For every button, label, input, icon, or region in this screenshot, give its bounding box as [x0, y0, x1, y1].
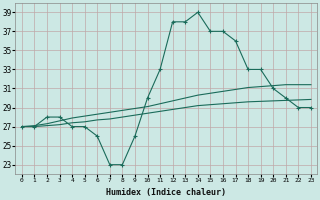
X-axis label: Humidex (Indice chaleur): Humidex (Indice chaleur): [106, 188, 226, 197]
